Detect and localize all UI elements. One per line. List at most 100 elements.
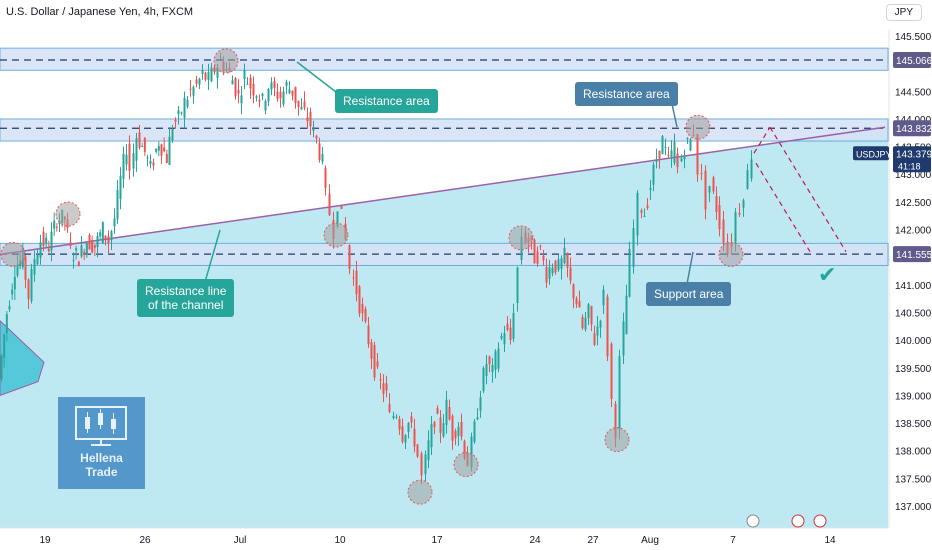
candle-body (3, 334, 6, 358)
candle-body (718, 204, 721, 230)
candle-body (312, 127, 315, 131)
event-flag-icon[interactable] (813, 514, 827, 528)
x-tick-label: 27 (587, 535, 599, 546)
candle-body (457, 426, 460, 436)
candle-body (430, 424, 433, 448)
candle-body (750, 159, 753, 179)
x-tick-label: 7 (730, 535, 736, 546)
event-lightning-icon[interactable] (746, 514, 760, 528)
candle-body (385, 383, 388, 391)
candle-body (655, 159, 658, 162)
label-pointer (204, 229, 221, 283)
level-badge (893, 120, 931, 137)
candle-body (174, 119, 177, 122)
candle-body (596, 326, 599, 336)
candle-body (632, 228, 635, 267)
y-tick-label: 145.500 (895, 32, 932, 43)
channel-fill-area (0, 127, 888, 528)
candle-body (96, 235, 99, 248)
candle-body (673, 141, 676, 163)
candle-body (503, 332, 506, 345)
candle-body (509, 327, 512, 341)
y-tick-label: 142.500 (895, 198, 932, 209)
candle-body (168, 136, 171, 165)
candle-body (201, 69, 204, 74)
candle-body (614, 403, 617, 438)
candle-body (364, 308, 367, 322)
candle-body (135, 138, 138, 161)
candle-body (628, 248, 631, 297)
candle-body (476, 417, 479, 420)
candle-body (279, 91, 282, 99)
chart-title: U.S. Dollar / Japanese Yen, 4h, FXCM (6, 6, 194, 18)
candle-body (445, 399, 448, 425)
candle-body (77, 261, 80, 267)
logo-text: Hellena Trade (80, 451, 123, 479)
candle-body (578, 301, 581, 308)
candle-body (171, 128, 174, 141)
candle-body (643, 216, 646, 218)
candle-body (300, 106, 303, 110)
candle-body (213, 67, 216, 73)
symbol-badge (853, 146, 889, 161)
candle-body (80, 245, 83, 257)
candle-body (85, 243, 88, 255)
candle-body (132, 153, 135, 169)
resistance-area-label-right: Resistance area (575, 82, 678, 106)
candle-body (420, 453, 423, 476)
candle-body (551, 267, 554, 274)
candle-body (379, 379, 382, 381)
candle-body (738, 212, 741, 215)
candle-body (680, 158, 683, 162)
candle-body (355, 270, 358, 295)
candle-body (309, 111, 312, 127)
candle-body (606, 296, 609, 357)
candle-body (636, 192, 639, 236)
candle-body (488, 356, 491, 365)
candle-body (482, 367, 485, 392)
pivot-circle (55, 201, 81, 227)
candle-body (246, 83, 249, 85)
candle-body (494, 351, 497, 370)
candle-body (410, 416, 413, 423)
candle-body (101, 222, 104, 244)
candle-body (157, 145, 160, 151)
candle-body (533, 239, 536, 264)
candle-body (424, 454, 427, 475)
candle-body (715, 196, 718, 213)
x-tick-label: Aug (641, 535, 659, 546)
candle-body (321, 153, 324, 162)
candle-body (610, 343, 613, 399)
candle-body (180, 112, 183, 114)
candle-body (249, 77, 252, 89)
pivot-circle (508, 225, 534, 251)
candle-body (149, 160, 152, 165)
candle-body (303, 101, 306, 108)
candle-body (195, 79, 198, 84)
candle-body (198, 78, 201, 85)
currency-button[interactable]: JPY (885, 4, 922, 21)
hellena-trade-logo: Hellena Trade (58, 397, 145, 489)
candle-body (536, 251, 539, 264)
y-tick-label: 139.500 (895, 364, 932, 375)
y-tick-label: 137.000 (895, 502, 932, 513)
label-pointer (686, 251, 694, 285)
event-flag-icon[interactable] (791, 514, 805, 528)
candle-body (676, 153, 679, 168)
projection-path (769, 126, 847, 252)
candle-body (664, 146, 667, 148)
candle-body (50, 231, 53, 251)
candle-body (237, 89, 240, 94)
candle-body (324, 168, 327, 188)
candle-body (590, 306, 593, 325)
pattern-triangle (0, 320, 45, 396)
candle-body (340, 205, 343, 209)
y-tick-label: 137.500 (895, 474, 932, 485)
candle-body (563, 247, 566, 264)
candle-body (75, 248, 78, 251)
candle-body (388, 404, 391, 412)
candle-body (661, 136, 664, 155)
candle-body (252, 83, 255, 96)
y-tick-label: 139.000 (895, 391, 932, 402)
